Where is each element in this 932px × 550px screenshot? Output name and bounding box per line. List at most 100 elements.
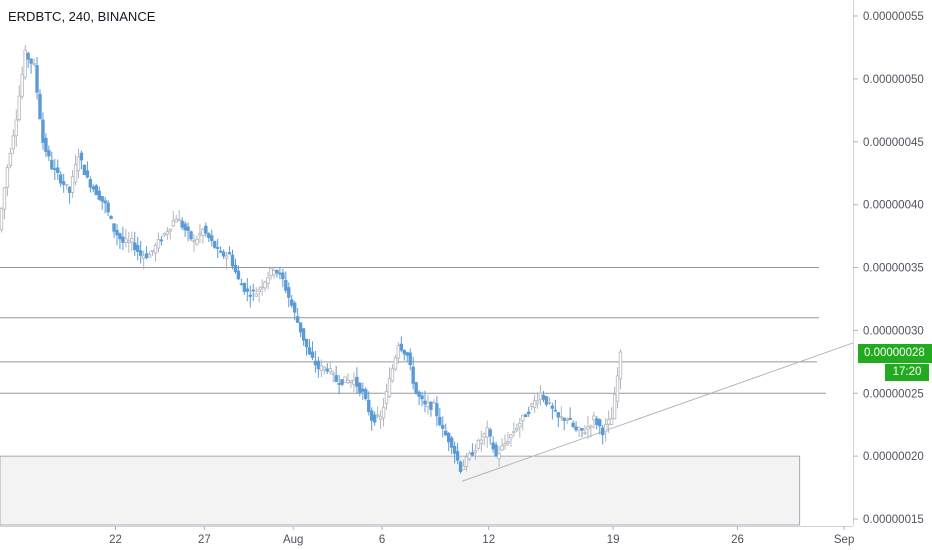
candle-body <box>242 282 247 292</box>
time-tick-label: 12 <box>482 534 495 546</box>
candle-body <box>304 338 309 348</box>
candle-body <box>473 450 478 453</box>
candle-body <box>452 446 457 454</box>
candle-body <box>494 444 498 457</box>
candle-body <box>521 414 525 422</box>
candle-body <box>577 427 581 431</box>
candle-body <box>251 289 255 292</box>
candle-body <box>73 164 78 183</box>
time-tick-label: Aug <box>283 534 303 546</box>
candle-body <box>411 366 415 384</box>
candle-body <box>290 299 294 306</box>
candle-body <box>586 426 590 430</box>
candle-body <box>284 279 288 291</box>
candle-body <box>414 382 418 394</box>
candle-body <box>429 401 433 410</box>
candle-body <box>201 228 205 237</box>
candle-body <box>29 58 33 64</box>
candle-body <box>239 283 244 286</box>
candle-body <box>606 419 611 425</box>
candle-body <box>461 465 466 470</box>
candle-body <box>325 368 329 372</box>
last-price-label: 0.00000028 <box>858 344 932 363</box>
time-tick-label: 19 <box>607 534 620 546</box>
candle-body <box>26 52 30 60</box>
candle-body <box>183 223 187 231</box>
candle-body <box>408 352 412 366</box>
candle-body <box>100 196 104 202</box>
candle-body <box>127 240 131 243</box>
candle-body <box>328 368 332 373</box>
candle-body <box>118 233 122 240</box>
candle-body <box>349 380 353 383</box>
candle-body <box>482 433 486 438</box>
candle-body <box>506 441 510 444</box>
candle-body <box>565 419 569 421</box>
bar-countdown-label: 17:20 <box>885 364 929 381</box>
candle-body <box>50 159 54 170</box>
candle-body <box>230 254 235 267</box>
candle-body <box>346 379 350 384</box>
candle-body <box>94 185 98 196</box>
candle-body <box>298 322 303 333</box>
candle-body <box>70 176 75 193</box>
candle-body <box>405 352 409 356</box>
candle-body <box>245 288 250 292</box>
candle-body <box>331 372 335 375</box>
candle-body <box>550 405 555 409</box>
candle-body <box>553 409 558 412</box>
candle-body <box>435 403 439 417</box>
candle-body <box>14 119 18 137</box>
candle-body <box>109 215 113 219</box>
candle-body <box>186 226 190 231</box>
candle-body <box>192 240 196 243</box>
candle-body <box>343 376 347 383</box>
candle-body <box>221 251 226 257</box>
support-zone-rect <box>0 455 801 526</box>
time-tick-label: 6 <box>379 534 385 546</box>
price-tick-label: 0.00000020 <box>863 451 924 463</box>
candle-body <box>393 357 398 370</box>
candle-body <box>156 238 161 249</box>
candle-body <box>112 223 116 232</box>
candle-body <box>17 95 21 120</box>
candle-body <box>115 229 119 236</box>
candle-body <box>91 186 95 190</box>
candle-body <box>559 416 563 419</box>
price-tick-label: 0.00000015 <box>863 514 924 526</box>
candle-body <box>449 437 454 448</box>
candle-body <box>512 431 516 434</box>
candle-body <box>88 179 93 188</box>
candle-body <box>458 461 463 472</box>
candle-body <box>171 220 175 227</box>
candle-body <box>547 401 552 404</box>
candle-body <box>272 269 276 276</box>
candle-body <box>518 422 522 428</box>
candle-body <box>503 443 507 446</box>
candle-body <box>598 419 602 427</box>
candle-body <box>361 388 365 392</box>
candle-body <box>165 231 170 235</box>
candle-body <box>592 415 596 421</box>
candle-body <box>44 137 48 152</box>
candle-body <box>355 376 359 387</box>
time-tick-label: Sep <box>834 534 854 546</box>
candle-body <box>378 416 383 420</box>
candle-body <box>370 410 374 421</box>
candle-body <box>589 425 593 428</box>
candle-body <box>470 452 475 456</box>
candle-body <box>130 238 134 243</box>
candle-body <box>544 396 549 405</box>
candle-body <box>571 422 575 427</box>
candle-body <box>384 390 389 404</box>
price-tick-label: 0.00000055 <box>863 11 924 23</box>
candle-body <box>399 343 404 351</box>
price-tick-label: 0.00000025 <box>863 388 924 400</box>
candle-body <box>509 434 513 439</box>
price-tick-label: 0.00000035 <box>863 263 924 275</box>
candle-body <box>8 152 13 167</box>
candle-body <box>464 456 469 467</box>
candle-body <box>257 289 261 293</box>
